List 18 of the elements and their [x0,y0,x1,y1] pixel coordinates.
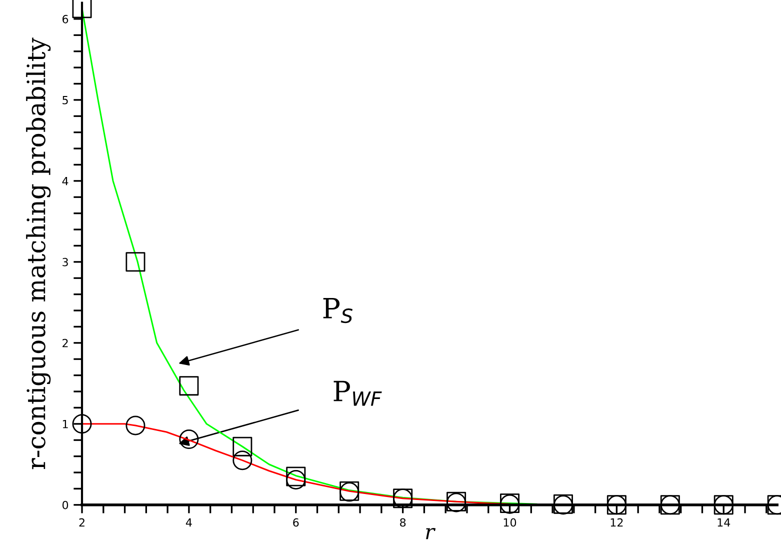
x-tick-label: 6 [293,518,299,527]
x-axis-title: r [426,528,436,540]
x-tick-label: 4 [186,518,192,527]
y-tick-label: 4 [62,177,68,186]
y-tick-label: 5 [62,96,68,104]
annotation: P$_{WF}$ [334,380,382,406]
x-tick-label: 14 [718,518,730,527]
y-tick-label: 3 [62,258,68,266]
annotation: P$_{S}$ [323,298,352,324]
y-tick-label: 2 [62,338,68,348]
y-tick-label: 1 [62,420,68,428]
x-tick-label: 10 [504,518,516,527]
x-tick-label: 8 [400,518,406,527]
x-tick-label: 12 [610,518,623,527]
y-axis-title: r-contiguous matching probability [26,38,51,470]
y-tick-label: 6 [62,14,68,24]
x-tick-label: 2 [79,518,84,527]
y-tick-label: 0 [62,500,68,510]
